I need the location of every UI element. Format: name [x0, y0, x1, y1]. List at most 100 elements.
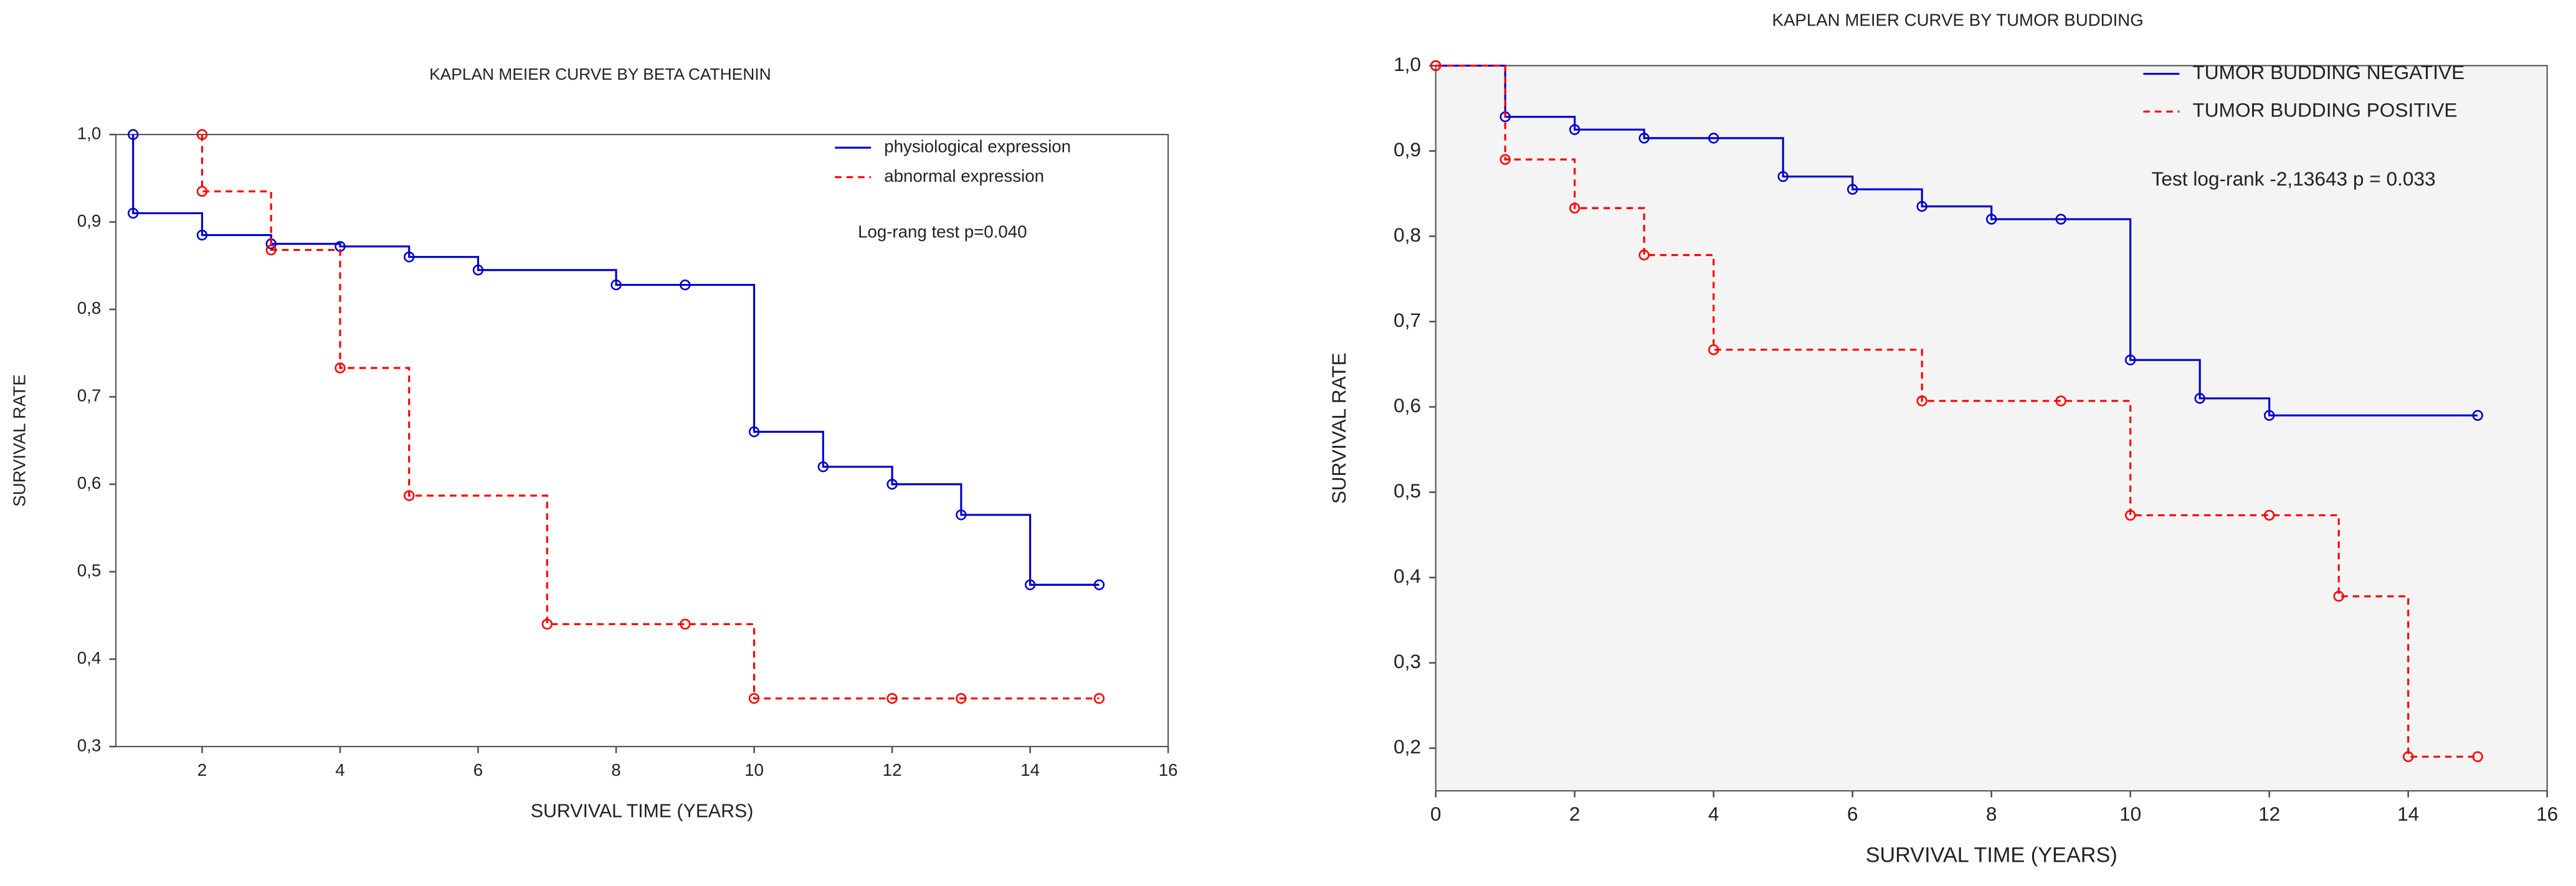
- curve-point: [1093, 693, 1105, 704]
- x-tick-label: 12: [883, 760, 902, 780]
- curve-point: [2472, 410, 2483, 421]
- x-tick-label: 8: [1986, 803, 1997, 825]
- curve-point: [127, 207, 139, 219]
- curve-point: [265, 244, 277, 256]
- y-tick-label: 1,0: [77, 123, 101, 143]
- y-tick-label: 0,5: [1394, 479, 1421, 502]
- annotation: Test log-rank -2,13643 p = 0.033: [2152, 167, 2436, 190]
- curve-point: [956, 693, 967, 704]
- curve-point: [1708, 344, 1719, 356]
- curve-point: [1093, 579, 1105, 590]
- curve-point: [680, 618, 691, 630]
- curve-point: [1985, 214, 1997, 225]
- x-tick-label: 14: [2397, 803, 2419, 825]
- survival-curve: [1435, 64, 2478, 417]
- curve-point: [1569, 202, 1580, 214]
- y-tick-label: 0,6: [1394, 394, 1421, 417]
- legend-label: TUMOR BUDDING POSITIVE: [2192, 99, 2457, 121]
- plot-area: [1435, 65, 2548, 792]
- chart: KAPLAN MEIER CURVE BY BETA CATHENIN SURVI…: [9, 65, 1177, 821]
- x-tick-label: 2: [1569, 803, 1580, 825]
- curve-point: [817, 461, 829, 473]
- x-tick-label: 16: [2536, 803, 2558, 825]
- curve-point: [748, 426, 760, 438]
- curve-point: [404, 251, 415, 263]
- curve-point: [1916, 395, 1927, 407]
- curve-point: [1638, 133, 1650, 144]
- x-tick-label: 6: [473, 760, 483, 780]
- y-tick-label: 0,4: [77, 648, 101, 667]
- curve-point: [404, 490, 415, 501]
- curve-point: [680, 279, 691, 291]
- curve-point: [2124, 354, 2136, 365]
- legend-label: abnormal expression: [884, 166, 1044, 186]
- y-tick-label: 0,3: [77, 735, 101, 755]
- y-tick-label: 0,8: [77, 298, 101, 318]
- x-tick-label: 6: [1847, 803, 1858, 825]
- curve-point: [2402, 751, 2414, 763]
- x-tick-label: 10: [2119, 803, 2141, 825]
- curve-point: [127, 129, 139, 140]
- survival-curve: [132, 134, 1100, 586]
- x-tick-label: 12: [2258, 803, 2280, 825]
- curve-point: [1430, 60, 1442, 72]
- curve-point: [472, 265, 484, 276]
- survival-curve: [201, 134, 1100, 700]
- y-tick-label: 0,2: [1394, 735, 1421, 758]
- curve-point: [886, 693, 898, 704]
- chart-title: KAPLAN MEIER CURVE BY BETA CATHENIN: [429, 65, 771, 83]
- curve-point: [2055, 395, 2066, 407]
- x-tick-label: 8: [611, 760, 620, 780]
- curve-point: [1499, 154, 1511, 165]
- curve-point: [1916, 200, 1927, 212]
- curve-point: [196, 186, 208, 197]
- curve-point: [2124, 509, 2136, 521]
- curve-point: [2194, 393, 2205, 404]
- curve-point: [1569, 124, 1580, 135]
- curve-point: [1024, 579, 1036, 590]
- legend-label: physiological expression: [884, 136, 1071, 156]
- curve-point: [2333, 591, 2344, 602]
- y-tick-label: 0,5: [77, 560, 101, 580]
- y-axis-label: SURVIVAL RATE: [9, 374, 29, 507]
- curve-point: [886, 479, 898, 490]
- curve-point: [1638, 249, 1650, 261]
- x-tick-label: 10: [744, 760, 764, 780]
- curve-point: [2055, 214, 2066, 225]
- curve-point: [748, 693, 760, 704]
- curve-point: [1708, 133, 1719, 144]
- x-tick-label: 4: [1708, 803, 1719, 825]
- x-tick-label: 4: [335, 760, 345, 780]
- curve-point: [956, 509, 967, 521]
- curve-point: [1777, 171, 1789, 182]
- x-tick-label: 14: [1020, 760, 1040, 780]
- x-axis-label: SURVIVAL TIME (YEARS): [1866, 844, 2117, 867]
- x-tick-label: 16: [1159, 760, 1178, 780]
- chart: KAPLAN MEIER CURVE BY TUMOR BUDDING SURVI…: [1328, 11, 2558, 867]
- y-tick-label: 0,8: [1394, 224, 1421, 246]
- y-tick-label: 0,3: [1394, 650, 1421, 672]
- curve-point: [2472, 751, 2483, 763]
- curve-point: [1846, 184, 1858, 195]
- y-tick-label: 0,7: [1394, 309, 1421, 331]
- curve-point: [196, 229, 208, 241]
- x-axis-label: SURVIVAL TIME (YEARS): [531, 801, 753, 821]
- curve-point: [2263, 509, 2275, 521]
- survival-curve: [1435, 64, 2478, 758]
- y-tick-label: 0,6: [77, 473, 101, 492]
- x-tick-label: 2: [197, 760, 207, 780]
- legend-label: TUMOR BUDDING NEGATIVE: [2192, 61, 2464, 83]
- y-tick-label: 0,9: [1394, 138, 1421, 161]
- curve-point: [196, 129, 208, 140]
- plot-area: [115, 134, 1169, 748]
- annotation: Log-rang test p=0.040: [858, 222, 1027, 242]
- y-tick-label: 0,4: [1394, 565, 1421, 587]
- y-axis-label: SURVIVAL RATE: [1328, 352, 1350, 504]
- curve-point: [541, 618, 553, 630]
- y-tick-label: 1,0: [1394, 53, 1421, 75]
- chart-title: KAPLAN MEIER CURVE BY TUMOR BUDDING: [1772, 11, 2144, 30]
- curve-point: [611, 279, 622, 291]
- x-tick-label: 0: [1430, 803, 1442, 825]
- y-tick-label: 0,9: [77, 211, 101, 230]
